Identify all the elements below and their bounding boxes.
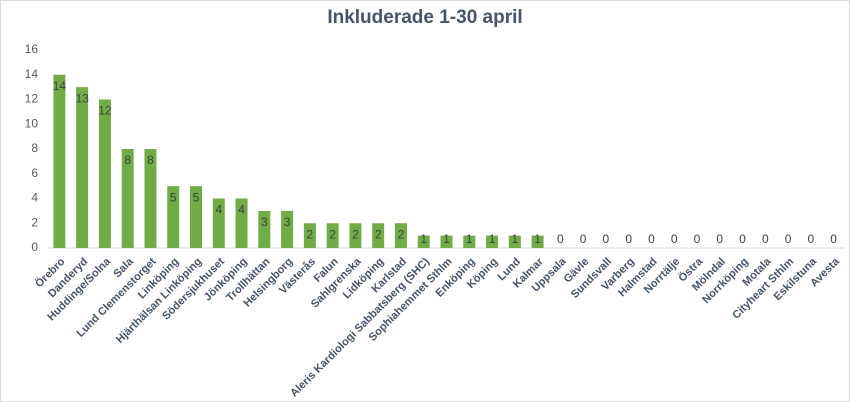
data-label: 0 [648,232,655,246]
bar [326,223,339,248]
data-label: 0 [830,232,837,246]
data-label: 0 [603,232,610,246]
data-label: 4 [238,203,245,217]
bar [281,210,294,248]
bar [53,74,66,248]
data-label: 2 [375,227,382,241]
y-tick-label: 8 [31,141,38,155]
data-label: 8 [124,153,131,167]
data-label: 0 [785,232,792,246]
data-label: 0 [739,232,746,246]
bar [303,223,316,248]
y-tick-label: 2 [31,215,38,229]
bar [463,235,476,248]
bar [372,223,385,248]
data-label: 2 [352,227,359,241]
y-tick-label: 0 [31,240,38,254]
chart-title: Inkluderade 1-30 april [327,7,522,28]
data-label: 1 [489,232,496,246]
bar [167,186,180,248]
data-label: 5 [193,190,200,204]
data-label: 0 [557,232,564,246]
data-label: 0 [625,232,632,246]
data-label: 1 [466,232,473,246]
data-label: 12 [98,104,112,118]
data-label: 4 [215,203,222,217]
y-tick-label: 6 [31,166,38,180]
bar [258,210,271,248]
data-label: 1 [420,232,427,246]
data-label: 2 [398,227,405,241]
data-label: 1 [534,232,541,246]
data-label: 8 [147,153,154,167]
data-label: 0 [762,232,769,246]
bar [531,235,544,248]
data-label: 0 [716,232,723,246]
data-label: 14 [53,79,67,93]
data-label: 0 [694,232,701,246]
bar [349,223,362,248]
data-label: 5 [170,190,177,204]
data-label: 1 [511,232,518,246]
bar [190,186,203,248]
bar [440,235,453,248]
data-label: 3 [284,215,291,229]
data-label: 13 [75,91,89,105]
bar [121,149,134,248]
bar [98,99,111,248]
y-tick-label: 10 [25,116,39,130]
bar [508,235,521,248]
bar [144,149,157,248]
data-label: 3 [261,215,268,229]
bar [212,198,225,248]
y-tick-label: 16 [25,42,39,56]
y-tick-label: 4 [31,191,38,205]
data-label: 2 [329,227,336,241]
bar [235,198,248,248]
y-tick-label: 14 [25,67,39,81]
bar [486,235,499,248]
data-label: 0 [580,232,587,246]
bar [76,87,89,248]
data-label: 0 [671,232,678,246]
bar [417,235,430,248]
data-label: 2 [307,227,314,241]
bar [394,223,407,248]
data-label: 0 [807,232,814,246]
data-label: 1 [443,232,450,246]
y-tick-label: 12 [25,92,39,106]
